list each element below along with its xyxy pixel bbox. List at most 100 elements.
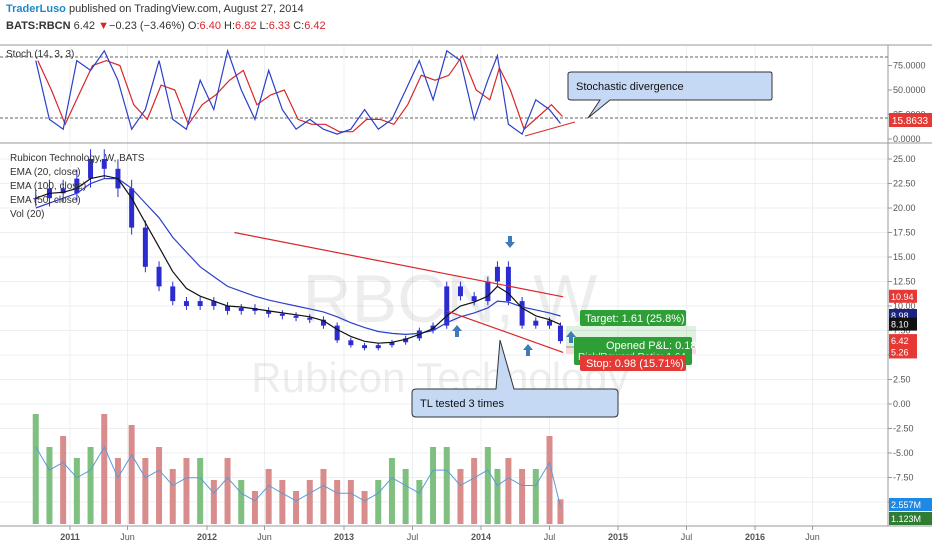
watermark-symbol: RBCN, W [303, 261, 598, 337]
candle-body [60, 188, 66, 194]
tl-tested-callout[interactable]: TL tested 3 times [411, 339, 619, 418]
volume-bar [251, 491, 258, 524]
symbol-name[interactable]: BATS:RBCN [6, 20, 71, 32]
price-badge [889, 289, 917, 303]
volume-bars [32, 414, 564, 524]
volume-bar [306, 480, 313, 524]
target-text: Target: 1.61 (25.8%) [585, 313, 685, 325]
time-tick-label: Jun [805, 532, 820, 542]
price-axis[interactable]: 25.0022.5020.0017.5015.0012.5010.007.505… [888, 154, 919, 507]
volume-bar [505, 458, 512, 524]
price-badge-text: 8.98 [891, 311, 909, 321]
publish-line: TraderLuso published on TradingView.com,… [6, 3, 304, 15]
volume-bar [87, 447, 94, 524]
volume-bar [32, 414, 39, 524]
close-label: C: [293, 20, 305, 32]
legend-ema-50[interactable]: EMA (50, close) [10, 195, 81, 206]
volume-bar [494, 469, 501, 524]
stochastic-pane[interactable] [0, 48, 888, 137]
down-arrow-icon: ▼ [98, 20, 110, 32]
price-tick-label: 15.00 [893, 252, 916, 262]
price-tick-label: 20.00 [893, 203, 916, 213]
ema-50-line [35, 178, 561, 336]
candle-body [494, 266, 500, 282]
last-price: 6.42 [73, 20, 96, 32]
price-tick-label: 25.00 [893, 154, 916, 164]
time-tick-label: Jun [120, 532, 135, 542]
arrow-down-icon [505, 236, 515, 248]
candle-body [444, 286, 450, 326]
price-tick-label: 17.50 [893, 228, 916, 238]
volume-bar [46, 447, 53, 524]
time-axis[interactable]: 2011 Jun 2012 Jun 2013 Jul 2014 Jul 2015 Jul 2016 J… [60, 526, 820, 542]
low-label: L: [259, 20, 269, 32]
price-tick-label: 10.00 [893, 301, 916, 311]
time-tick-label: 2015 [608, 532, 628, 542]
open-value: 6.40 [199, 20, 221, 32]
legend-vol[interactable]: Vol (20) [10, 209, 44, 220]
candle-body [183, 301, 189, 306]
candle-body [238, 307, 244, 311]
volume-bar [416, 480, 423, 524]
price-tick-label: 22.50 [893, 179, 916, 189]
volume-bar [402, 469, 409, 524]
candle-body [471, 296, 477, 302]
tl-tested-text: TL tested 3 times [420, 398, 504, 410]
price-badge [889, 317, 917, 331]
volume-bar [388, 458, 395, 524]
volume-bar [114, 458, 121, 524]
target-label[interactable]: Target: 1.61 (25.8%) [580, 310, 686, 326]
symbol-line: BATS:RBCN 6.42 ▼−0.23 (−3.46%) O:6.40 H:… [6, 20, 326, 32]
stop-label[interactable]: Stop: 0.98 (15.71%) [580, 355, 686, 371]
price-change: −0.23 (−3.46%) [109, 20, 185, 32]
stochastic-divergence-callout[interactable]: Stochastic divergence [567, 71, 773, 119]
stoch-title[interactable]: Stoch (14, 3, 3) [6, 49, 74, 60]
volume-bar [142, 458, 149, 524]
candle-body [211, 301, 217, 306]
candle-body [557, 325, 563, 342]
candle-body [389, 342, 395, 346]
price-tick-label: -5.00 [893, 448, 914, 458]
candle-body [403, 338, 409, 343]
time-tick-label: 2014 [471, 532, 491, 542]
candle-body [170, 286, 176, 302]
volume-badge [889, 498, 932, 511]
volume-bar [238, 480, 245, 524]
volume-badge-text: 2.557M [891, 500, 921, 510]
candle-body [33, 198, 39, 200]
volume-bar [60, 436, 67, 524]
price-tick-label: -7.50 [893, 473, 914, 483]
volume-bar [484, 447, 491, 524]
price-badges: 10.94 8.988.10 6.425.26 [889, 289, 917, 359]
legend-name[interactable]: Rubicon Technology, W, BATS [10, 153, 145, 164]
time-tick-label: Jul [681, 532, 693, 542]
volume-bar [334, 480, 341, 524]
volume-ma-line [35, 445, 561, 507]
stoch-tick-label: 50.0000 [893, 85, 926, 95]
candle-body [334, 325, 340, 341]
price-badge-text: 5.26 [891, 347, 909, 357]
candle-body [320, 319, 326, 326]
resistance-trendline[interactable] [234, 231, 564, 298]
low-value: 6.33 [268, 20, 291, 32]
candle-body [197, 301, 203, 306]
volume-bar [347, 480, 354, 524]
volume-bar [128, 425, 135, 524]
ema-20-line [35, 175, 561, 344]
time-tick-label: 2013 [334, 532, 354, 542]
published-text: published on TradingView.com, August 27,… [68, 3, 304, 15]
price-tick-label: -2.50 [893, 424, 914, 434]
candle-body [266, 310, 272, 314]
candle-body [101, 159, 107, 169]
candle-body [293, 315, 299, 318]
legend-ema-100[interactable]: EMA (100, close) [10, 181, 86, 192]
candle-body [348, 340, 354, 346]
legend-ema-20[interactable]: EMA (20, close) [10, 167, 81, 178]
author-link[interactable]: TraderLuso [6, 3, 66, 15]
stoch-divergence-line [524, 121, 576, 137]
volume-badge [889, 512, 932, 525]
price-tick-label: 2.50 [893, 375, 911, 385]
price-badge [889, 345, 917, 359]
support-trendline[interactable] [446, 310, 564, 354]
